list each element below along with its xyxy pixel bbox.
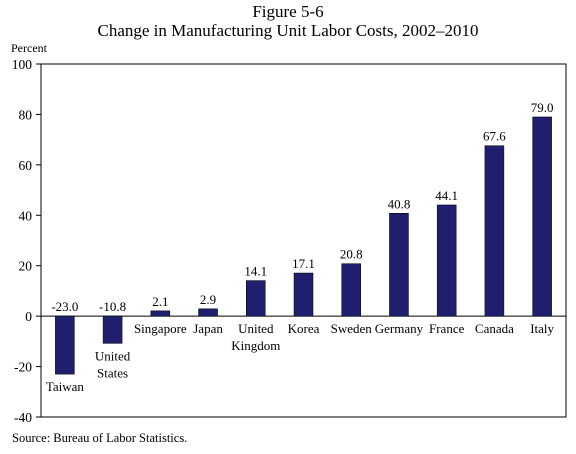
category-label: Sweden [331, 321, 373, 336]
bar [484, 145, 505, 317]
plot-frame [40, 63, 567, 418]
axes: -40 -20 0 20 40 60 80 100 [12, 57, 567, 425]
labels: -23.0 Taiwan -10.8 United States 2.1 Singapore… [46, 100, 555, 394]
bar [150, 310, 171, 317]
bar [55, 315, 75, 375]
data-label: 44.1 [435, 188, 458, 203]
data-label: 14.1 [244, 264, 267, 279]
bars [55, 116, 552, 375]
y-tick-label: -20 [14, 360, 32, 375]
data-label: -10.8 [99, 299, 126, 314]
data-label: 2.9 [200, 292, 216, 307]
data-label: 79.0 [531, 100, 554, 115]
category-label: Germany [375, 321, 424, 336]
source-note: Source: Bureau of Labor Statistics. [12, 431, 188, 445]
bar [246, 280, 266, 317]
figure-number: Figure 5-6 [252, 2, 324, 21]
y-tick-label: 20 [19, 259, 33, 274]
bar [436, 204, 457, 317]
y-tick-label: 0 [25, 309, 32, 324]
y-tick-label: 40 [19, 208, 33, 223]
data-label: 20.8 [340, 247, 363, 262]
category-label: Taiwan [46, 379, 85, 394]
bar [532, 116, 552, 317]
data-label: 67.6 [483, 129, 506, 144]
data-label: -23.0 [51, 299, 78, 314]
data-label: 2.1 [152, 294, 168, 309]
bar [102, 315, 123, 344]
category-label: France [429, 321, 465, 336]
category-label: Canada [475, 321, 514, 336]
y-tick-label: 80 [19, 107, 33, 122]
bar [293, 272, 314, 317]
category-label: United Kingdom [231, 321, 280, 353]
y-tick-label: 100 [12, 57, 33, 72]
category-label: Japan [193, 321, 223, 336]
bar [389, 213, 409, 317]
data-label: 17.1 [292, 256, 315, 271]
y-tick-label: 60 [19, 158, 33, 173]
category-label: Korea [288, 321, 320, 336]
category-label: United States [95, 348, 131, 380]
data-label: 40.8 [388, 196, 411, 211]
category-label: Italy [530, 321, 554, 336]
bar [198, 308, 218, 317]
category-label: Singapore [134, 321, 187, 336]
y-axis-label: Percent [11, 41, 47, 55]
bar [341, 263, 361, 317]
chart-title: Change in Manufacturing Unit Labor Costs… [97, 21, 479, 40]
y-tick-label: -40 [14, 410, 32, 425]
